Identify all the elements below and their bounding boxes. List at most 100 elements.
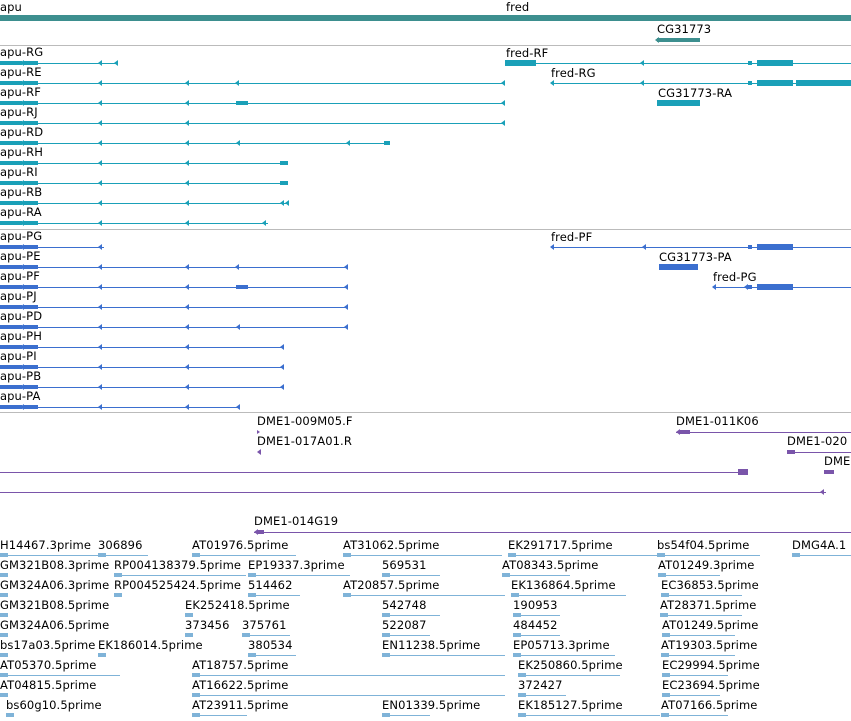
gene-label[interactable]: fred — [506, 0, 530, 14]
est-label[interactable]: 306896 — [98, 538, 143, 552]
transcript-label[interactable]: apu-RH — [0, 145, 44, 159]
protein-label[interactable]: apu-PH — [0, 329, 42, 343]
est-label[interactable]: EN01339.5prime — [382, 698, 481, 712]
est-end — [511, 593, 519, 597]
est-label[interactable]: EP19337.3prime — [248, 558, 345, 572]
est-label[interactable]: bs54f04.5prime — [657, 538, 750, 552]
est-label[interactable]: AT18757.5prime — [192, 658, 289, 672]
protein-label[interactable]: apu-PJ — [0, 289, 37, 303]
est-label[interactable]: 373456 — [185, 618, 230, 632]
protein-line — [0, 347, 284, 348]
clone-label[interactable]: DME — [824, 454, 851, 468]
transcript-label[interactable]: CG31773-RA — [658, 86, 733, 100]
transcript-label[interactable]: fred-RG — [551, 66, 596, 80]
est-label[interactable]: GM324A06.3prime — [0, 578, 110, 592]
est-label[interactable]: GM324A06.5prime — [0, 618, 110, 632]
protein-label[interactable]: apu-PD — [0, 309, 43, 323]
est-label[interactable]: 484452 — [513, 618, 558, 632]
est-label[interactable]: AT23911.5prime — [192, 698, 289, 712]
est-label[interactable]: RP004525424.5prime — [114, 578, 242, 592]
arrow-left-icon — [98, 384, 102, 390]
est-label[interactable]: AT28371.5prime — [660, 598, 757, 612]
est-label[interactable]: GM321B08.5prime — [0, 598, 110, 612]
clone-label[interactable]: DME1-014G19 — [254, 514, 339, 528]
arrow-left-icon — [344, 324, 348, 330]
est-label[interactable]: EP05713.3prime — [513, 638, 610, 652]
est-label[interactable]: GM321B08.3prime — [0, 558, 110, 572]
est-label[interactable]: 522087 — [382, 618, 427, 632]
est-label[interactable]: EC29994.5prime — [662, 658, 760, 672]
arrow-left-icon — [20, 404, 24, 410]
est-label[interactable]: RP004138379.5prime — [114, 558, 242, 572]
est-label[interactable]: EK185127.5prime — [518, 698, 623, 712]
est-label[interactable]: EK291717.5prime — [508, 538, 613, 552]
est-label[interactable]: EK136864.5prime — [511, 578, 616, 592]
protein-label[interactable]: apu-PE — [0, 249, 41, 263]
protein-label[interactable]: apu-PB — [0, 369, 42, 383]
est-label[interactable]: AT31062.5prime — [343, 538, 440, 552]
transcript-label[interactable]: apu-RJ — [0, 105, 38, 119]
transcript-label[interactable]: apu-RI — [0, 165, 38, 179]
transcript-label[interactable]: apu-RD — [0, 125, 44, 139]
est-label[interactable]: H14467.3prime — [0, 538, 92, 552]
transcript-label[interactable]: apu-RG — [0, 45, 44, 59]
est-label[interactable]: 380534 — [248, 638, 293, 652]
est-label[interactable]: AT01249.5prime — [662, 618, 759, 632]
clone-label[interactable]: DME1-020 — [787, 434, 848, 448]
protein-label[interactable]: fred-PF — [551, 230, 593, 244]
clone-label[interactable]: DME1-009M05.F — [257, 414, 353, 428]
protein-label[interactable]: apu-PI — [0, 349, 37, 363]
est-label[interactable]: AT05370.5prime — [0, 658, 97, 672]
arrow-left-icon — [185, 404, 189, 410]
gene-label[interactable]: CG31773 — [657, 22, 712, 36]
est-end — [0, 613, 8, 617]
exon — [657, 100, 700, 106]
gene-label[interactable]: apu — [0, 0, 22, 14]
protein-label[interactable]: CG31773-PA — [659, 250, 732, 264]
est-label[interactable]: AT19303.5prime — [661, 638, 758, 652]
est-end — [0, 653, 8, 657]
clone-label[interactable]: DME1-011K06 — [676, 414, 759, 428]
cds — [24, 365, 38, 369]
est-label[interactable]: AT01976.5prime — [192, 538, 289, 552]
est-label[interactable]: EK252418.5prime — [185, 598, 290, 612]
est-label[interactable]: AT04815.5prime — [0, 678, 97, 692]
est-line — [382, 575, 440, 576]
est-label[interactable]: EN11238.5prime — [382, 638, 481, 652]
est-label[interactable]: AT01249.3prime — [658, 558, 755, 572]
transcript-label[interactable]: apu-RF — [0, 85, 41, 99]
protein-label[interactable]: apu-PF — [0, 269, 40, 283]
arrow-left-icon — [185, 344, 189, 350]
transcript-label[interactable]: apu-RE — [0, 65, 42, 79]
transcript-line — [536, 63, 851, 64]
est-label[interactable]: EK250860.5prime — [518, 658, 623, 672]
est-label[interactable]: bs17a03.5prime — [0, 638, 96, 652]
protein-line — [0, 287, 348, 288]
protein-label[interactable]: apu-PA — [0, 389, 41, 403]
est-label[interactable]: bs60g10.5prime — [6, 698, 102, 712]
transcript-label[interactable]: fred-RF — [506, 46, 549, 60]
est-label[interactable]: 569531 — [382, 558, 427, 572]
arrow-left-icon — [98, 220, 102, 226]
protein-label[interactable]: fred-PG — [713, 270, 757, 284]
protein-label[interactable]: apu-PG — [0, 229, 43, 243]
est-label[interactable]: AT07166.5prime — [661, 698, 758, 712]
transcript-label[interactable]: apu-RA — [0, 205, 42, 219]
est-label[interactable]: 372427 — [518, 678, 563, 692]
est-line — [513, 615, 560, 616]
est-label[interactable]: EC36853.5prime — [661, 578, 759, 592]
est-label[interactable]: EC23694.5prime — [662, 678, 760, 692]
arrow-left-icon — [640, 60, 644, 66]
est-label[interactable]: 514462 — [248, 578, 293, 592]
est-label[interactable]: 190953 — [513, 598, 558, 612]
est-label[interactable]: 375761 — [242, 618, 287, 632]
est-label[interactable]: AT16622.5prime — [192, 678, 289, 692]
est-label[interactable]: AT20857.5prime — [343, 578, 440, 592]
est-label[interactable]: EK186014.5prime — [98, 638, 203, 652]
transcript-label[interactable]: apu-RB — [0, 185, 43, 199]
est-label[interactable]: 542748 — [382, 598, 427, 612]
clone-label[interactable]: DME1-017A01.R — [257, 434, 352, 448]
est-label[interactable]: DMG4A.1 — [792, 538, 847, 552]
est-label[interactable]: AT08343.5prime — [502, 558, 599, 572]
est-end — [248, 653, 256, 657]
